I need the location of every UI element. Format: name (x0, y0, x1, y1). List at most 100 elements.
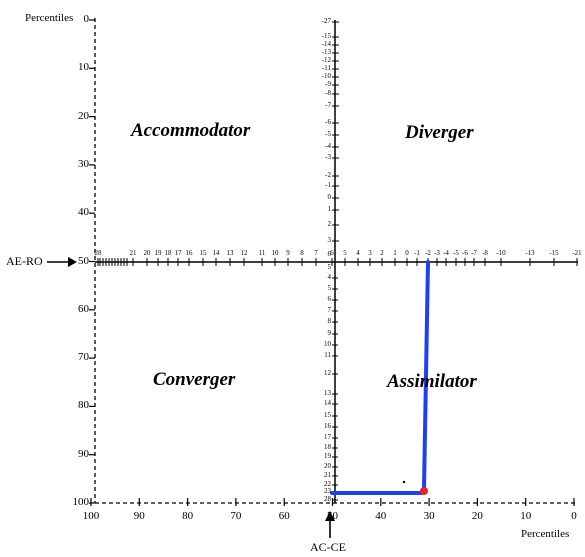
center-upper-tick-label: -3 (325, 153, 331, 161)
center-lower-tick-label: 16 (324, 422, 331, 430)
bottom-axis-tick-label: 100 (82, 510, 100, 522)
bottom-axis-tick-label: 20 (471, 510, 483, 522)
center-lower-tick-label: 7 (327, 306, 332, 314)
horizontal-tick-label: -10 (496, 249, 506, 257)
center-upper-tick-label: -5 (325, 130, 331, 138)
center-upper-tick-label: -12 (321, 56, 331, 64)
horizontal-tick-label: 15 (199, 249, 207, 257)
horizontal-tick-label: 18 (164, 249, 172, 257)
horizontal-tick-label: 12 (240, 249, 248, 257)
horizontal-tick-label: 28 (94, 249, 102, 257)
bottom-axis-tick-label: 70 (230, 510, 242, 522)
horizontal-tick-label: 16 (185, 249, 193, 257)
center-lower-tick-label: 6 (327, 250, 332, 258)
bottom-axis-tick-label: 90 (133, 510, 145, 522)
center-upper-tick-label: -1 (325, 181, 331, 189)
center-lower-tick-label: 8 (327, 317, 332, 325)
center-lower-tick-label: 14 (324, 399, 331, 407)
horizontal-tick-label: 14 (212, 249, 220, 257)
horizontal-tick-label: -6 (462, 249, 468, 257)
center-upper-tick-label: -15 (321, 32, 331, 40)
left-axis-tick-label: 80 (78, 399, 89, 412)
horizontal-tick-label: 4 (356, 249, 360, 257)
center-upper-tick-label: -4 (325, 142, 331, 150)
horizontal-tick-label: 9 (286, 249, 290, 257)
horizontal-tick-label: 19 (154, 249, 162, 257)
bottom-axis-tick-label: 40 (375, 510, 387, 522)
center-upper-tick-label: -13 (321, 48, 331, 56)
center-upper-tick-label: 3 (327, 236, 332, 244)
left-axis-tick-label: 60 (78, 302, 89, 315)
center-lower-tick-label: 6 (327, 295, 332, 303)
horizontal-tick-label: -13 (525, 249, 535, 257)
horizontal-tick-label: 3 (368, 249, 372, 257)
bottom-axis-tick-label: 80 (182, 510, 194, 522)
center-lower-tick-label: 28 (324, 495, 331, 503)
left-axis-tick-label: 50 (78, 254, 89, 267)
ae-ro-arrow-icon (47, 257, 77, 267)
ac-ce-arrow-icon (325, 511, 335, 538)
horizontal-tick-label: 8 (300, 249, 304, 257)
left-axis-tick-label: 20 (78, 109, 89, 122)
left-tick-marks (89, 19, 95, 504)
ink-speck (402, 480, 406, 484)
left-axis-tick-label: 0 (83, 13, 90, 25)
ae-ro-label: AE-RO (6, 254, 43, 268)
center-tick-marks (332, 21, 339, 501)
center-lower-tick-label: 9 (327, 329, 332, 337)
center-lower-tick-label: 17 (324, 433, 331, 441)
horizontal-tick-label: -2 (425, 249, 431, 257)
horizontal-tick-label: 13 (226, 249, 234, 257)
left-axis-tick-label: 100 (72, 496, 90, 508)
center-lower-tick-label: 19 (324, 452, 331, 460)
percentiles-bottom-label: Percentiles (521, 528, 570, 540)
center-lower-tick-label: 5 (327, 284, 332, 292)
horizontal-tick-label: -7 (471, 249, 477, 257)
left-axis-tick-label: 70 (78, 351, 89, 364)
bottom-tick-marks (90, 498, 575, 506)
horizontal-tick-label: -1 (414, 249, 420, 257)
center-lower-tick-label: 23 (324, 487, 331, 495)
center-lower-tick-label: 12 (324, 369, 331, 377)
bottom-axis-tick-label: 60 (278, 510, 290, 522)
horizontal-tick-label: 1 (393, 249, 397, 257)
quadrant-diverger: Diverger (405, 122, 474, 143)
left-axis-tick-label: 40 (78, 206, 89, 219)
center-lower-tick-label: 18 (324, 443, 331, 451)
center-upper-tick-label: -27 (321, 17, 331, 25)
center-lower-tick-label: 13 (324, 389, 331, 397)
horizontal-tick-label: 17 (174, 249, 182, 257)
quadrant-assimilator: Assimilator (387, 371, 477, 392)
horizontal-tick-label: 10 (271, 249, 279, 257)
center-lower-tick-label: 15 (324, 411, 331, 419)
horizontal-tick-label: -3 (434, 249, 440, 257)
quadrant-converger: Converger (153, 369, 236, 390)
center-upper-tick-label: -11 (321, 64, 331, 72)
center-upper-tick-label: 1 (327, 205, 332, 213)
quadrant-accommodator: Accommodator (131, 120, 251, 141)
bottom-axis-tick-label: 10 (520, 510, 532, 522)
ac-ce-label: AC-CE (310, 540, 346, 554)
center-lower-tick-label: 22 (324, 480, 331, 488)
center-lower-tick-label: 20 (324, 462, 331, 470)
left-axis-tick-label: 10 (78, 61, 89, 74)
horizontal-tick-label: 7 (314, 249, 318, 257)
bottom-axis-tick-label: 30 (423, 510, 435, 522)
center-upper-tick-label: -10 (321, 72, 331, 80)
horizontal-tick-label: 20 (143, 249, 151, 257)
left-axis-tick-label: 90 (78, 447, 89, 460)
horizontal-tick-label: 6 (330, 249, 334, 257)
percentiles-top-label: Percentiles (25, 12, 74, 24)
horizontal-tick-label: 2 (380, 249, 384, 257)
center-upper-tick-label: -8 (325, 89, 331, 97)
center-lower-tick-label: 11 (324, 351, 331, 359)
center-upper-tick-label: 2 (327, 220, 332, 228)
horizontal-tick-label: 11 (258, 249, 266, 257)
center-upper-tick-label: -2 (325, 171, 331, 179)
horizontal-tick-label: 0 (405, 249, 409, 257)
horizontal-tick-label: -21 (572, 249, 582, 257)
center-lower-tick-label: 21 (324, 471, 331, 479)
horizontal-tick-label: -4 (443, 249, 449, 257)
center-upper-tick-label: 0 (327, 193, 332, 201)
